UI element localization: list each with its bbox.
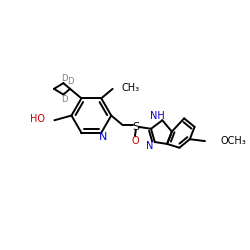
Text: N: N: [99, 132, 107, 142]
Text: N: N: [146, 141, 154, 151]
Text: OCH₃: OCH₃: [220, 136, 246, 146]
Text: D: D: [67, 77, 73, 86]
Text: NH: NH: [150, 110, 165, 120]
Text: HO: HO: [30, 114, 45, 124]
Text: CH₃: CH₃: [121, 83, 139, 93]
Text: D: D: [61, 74, 68, 83]
Text: S: S: [132, 122, 140, 132]
Text: D: D: [61, 95, 68, 104]
Text: O: O: [131, 136, 139, 146]
